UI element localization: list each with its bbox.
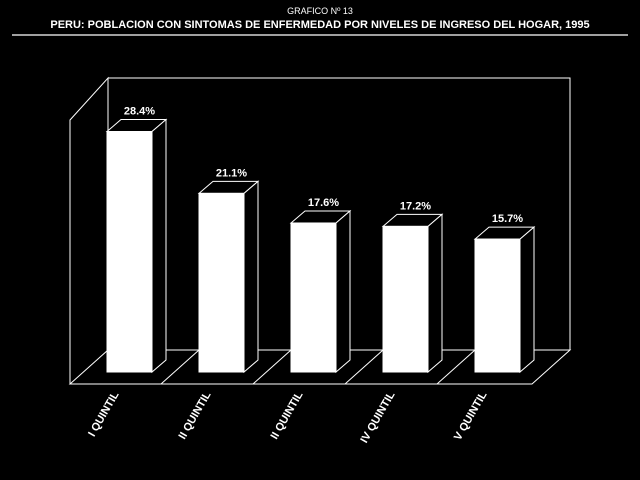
bar-front (474, 238, 521, 373)
left-wall (69, 76, 109, 384)
plot-frame (68, 76, 572, 385)
bar-front (290, 222, 337, 373)
data-label: 21.1% (216, 167, 247, 179)
data-label: 15.7% (492, 213, 523, 225)
data-label: 28.4% (124, 106, 155, 118)
category-label: II QUINTIL (177, 389, 214, 441)
bars (105, 118, 536, 374)
category-label: II QUINTIL (269, 389, 306, 441)
bar (105, 118, 168, 374)
bar-side (427, 213, 443, 374)
bar-front (382, 225, 429, 373)
bar-front (198, 192, 245, 373)
floor-divider (252, 349, 292, 385)
bar (473, 225, 536, 374)
bar (197, 180, 260, 374)
bar (381, 213, 444, 374)
category-label: IV QUINTIL (358, 389, 397, 445)
floor-divider (436, 349, 476, 385)
back-wall (108, 77, 571, 350)
bar-side (519, 225, 535, 374)
bar-side (335, 209, 351, 374)
category-label: V QUINTIL (452, 389, 490, 442)
data-label: 17.2% (400, 200, 431, 212)
data-labels: 28.4% 21.1% 17.6% 17.2% 15.7% (124, 106, 523, 226)
category-labels: I QUINTIL II QUINTIL II QUINTIL IV QUINTIL V… (86, 389, 490, 445)
data-label: 17.6% (308, 197, 339, 209)
floor-divider (160, 349, 200, 385)
bar-side (243, 180, 259, 374)
floor (68, 349, 572, 385)
floor-divider (344, 349, 384, 385)
bar (289, 209, 352, 374)
bar-front (106, 131, 153, 373)
bar-side (151, 118, 167, 374)
chart-supertitle: GRAFICO Nº 13 (287, 6, 353, 16)
category-label: I QUINTIL (86, 389, 122, 439)
chart-title: PERU: POBLACION CON SINTOMAS DE ENFERMED… (50, 19, 589, 31)
